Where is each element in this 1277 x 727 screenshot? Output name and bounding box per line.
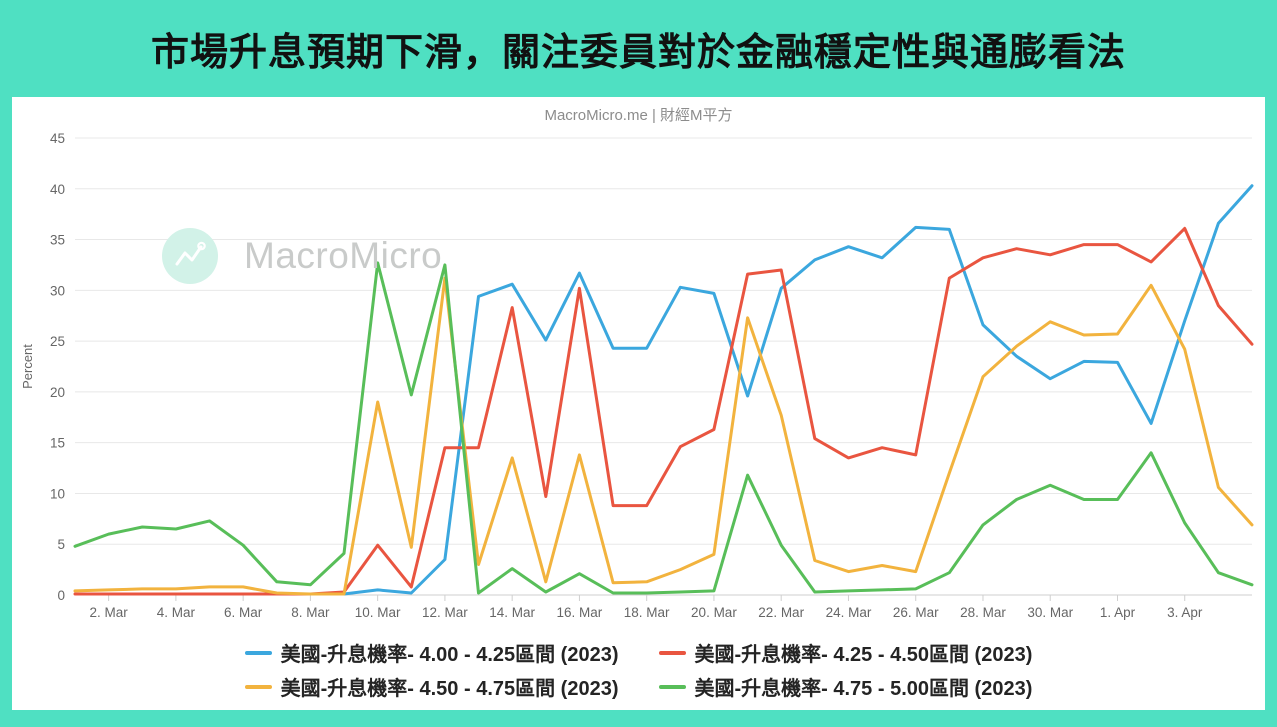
svg-text:24. Mar: 24. Mar [826,605,872,620]
chart-card: MacroMicro.me | 財經M平方 0 5 10 15 20 25 30 35 40 45… [12,97,1265,710]
line-chart-plot[interactable]: 0 5 10 15 20 25 30 35 40 45 Percent 2. Mar 4. Mar 6. … [12,97,1265,710]
svg-text:4. Mar: 4. Mar [157,605,196,620]
svg-text:18. Mar: 18. Mar [624,605,670,620]
legend-label: 美國-升息機率- 4.50 - 4.75區間 (2023) [280,678,619,700]
legend-dash [244,650,272,655]
svg-text:3. Apr: 3. Apr [1167,605,1203,620]
svg-text:Percent: Percent [20,344,35,389]
svg-text:35: 35 [50,233,65,248]
svg-text:22. Mar: 22. Mar [758,605,804,620]
legend-dash [658,650,686,655]
svg-text:5: 5 [57,537,65,552]
svg-text:45: 45 [50,131,65,146]
legend-item-4.25-4.50[interactable]: 美國-升息機率- 4.25 - 4.50區間 (2023) [658,638,1033,667]
svg-text:2. Mar: 2. Mar [89,605,128,620]
svg-text:10. Mar: 10. Mar [355,605,401,620]
svg-text:16. Mar: 16. Mar [557,605,603,620]
svg-text:25: 25 [50,334,65,349]
page-title: 市場升息預期下滑，關注委員對於金融穩定性與通膨看法 [150,32,1126,74]
svg-text:20. Mar: 20. Mar [691,605,737,620]
svg-text:30. Mar: 30. Mar [1027,605,1073,620]
legend-label: 美國-升息機率- 4.00 - 4.25區間 (2023) [280,644,619,666]
svg-text:30: 30 [50,283,65,298]
svg-text:1. Apr: 1. Apr [1100,605,1136,620]
legend-item-4.75-5.00[interactable]: 美國-升息機率- 4.75 - 5.00區間 (2023) [658,672,1033,701]
svg-text:26. Mar: 26. Mar [893,605,939,620]
svg-text:6. Mar: 6. Mar [224,605,263,620]
chart-subtitle: MacroMicro.me | 財經M平方 [544,107,733,124]
svg-text:28. Mar: 28. Mar [960,605,1006,620]
svg-text:20: 20 [50,385,65,400]
svg-text:12. Mar: 12. Mar [422,605,468,620]
legend-label: 美國-升息機率- 4.25 - 4.50區間 (2023) [694,644,1033,666]
svg-text:15: 15 [50,436,65,451]
legend-item-4.50-4.75[interactable]: 美國-升息機率- 4.50 - 4.75區間 (2023) [244,672,619,701]
legend-dash [244,684,272,689]
svg-text:8. Mar: 8. Mar [291,605,330,620]
legend-dash [658,684,686,689]
svg-text:40: 40 [50,182,65,197]
svg-text:14. Mar: 14. Mar [489,605,535,620]
legend-label: 美國-升息機率- 4.75 - 5.00區間 (2023) [694,678,1033,700]
legend-item-4.00-4.25[interactable]: 美國-升息機率- 4.00 - 4.25區間 (2023) [244,638,619,667]
svg-text:10: 10 [50,486,65,501]
chart-legend: 美國-升息機率- 4.00 - 4.25區間 (2023) 美國-升息機率- 4… [12,638,1265,701]
svg-text:0: 0 [57,588,65,603]
title-bar: 市場升息預期下滑，關注委員對於金融穩定性與通膨看法 [0,0,1277,97]
